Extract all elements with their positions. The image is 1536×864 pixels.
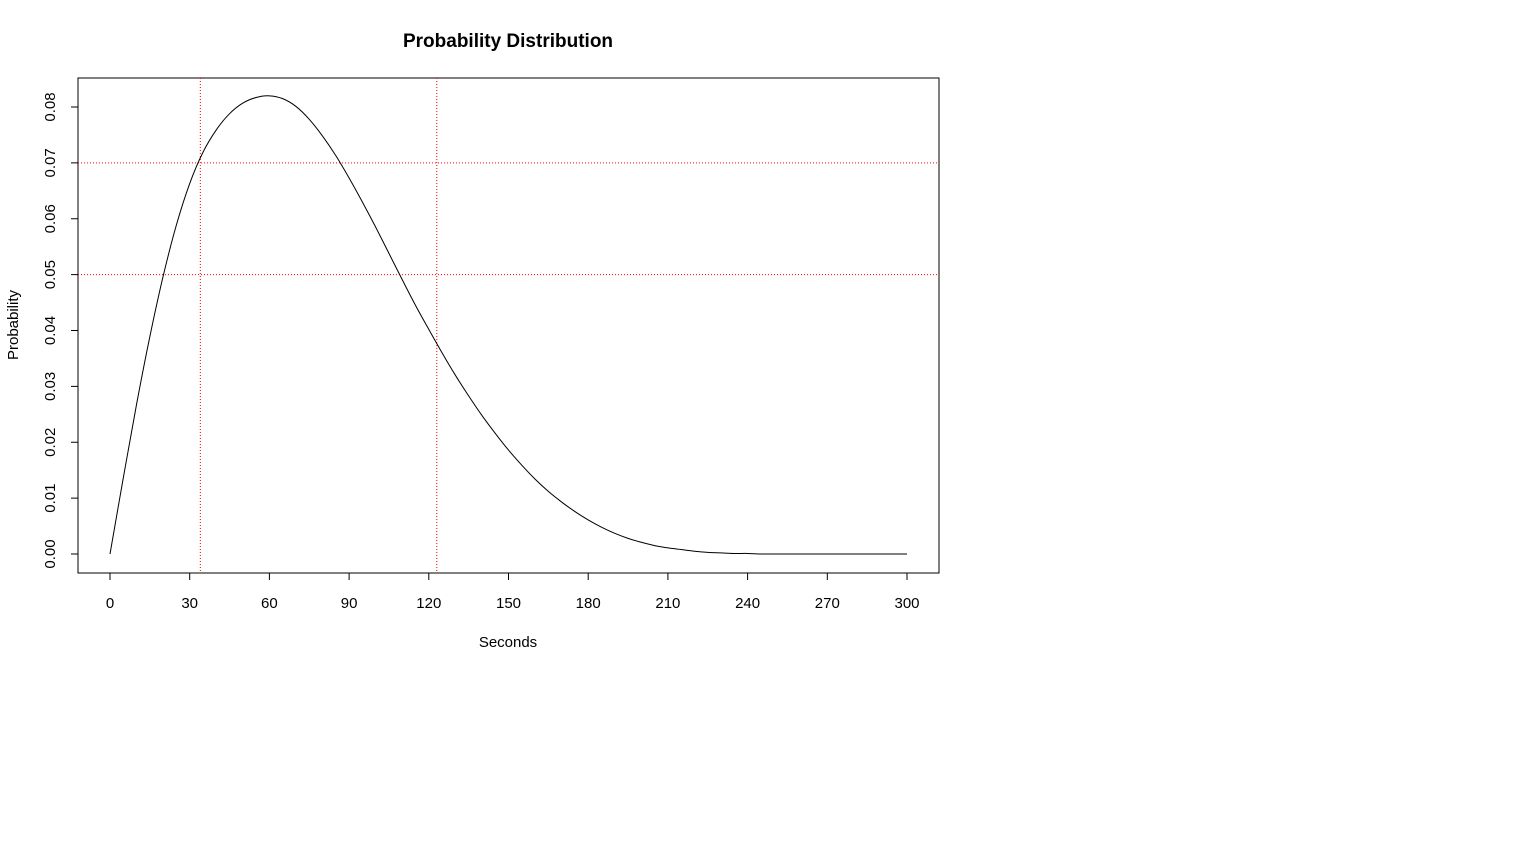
y-tick-label: 0.02 (42, 428, 59, 457)
y-tick-label: 0.08 (42, 92, 59, 121)
x-tick-label: 240 (735, 595, 760, 612)
reference-lines (78, 78, 939, 573)
series-line (109, 95, 907, 555)
x-axis-label: Seconds (479, 634, 537, 651)
y-tick-label: 0.01 (42, 484, 59, 513)
x-axis: 0 30 60 90 120 150 180 210 240 270 300 (106, 572, 920, 612)
y-tick-label: 0.05 (42, 260, 59, 289)
y-tick-label: 0.06 (42, 204, 59, 233)
y-axis-label: Probability (5, 289, 22, 360)
y-axis: 0.00 0.01 0.02 0.03 0.04 0.05 0.06 0.07 0.08 (42, 92, 79, 569)
x-tick-label: 150 (496, 595, 521, 612)
y-tick-label: 0.04 (42, 316, 59, 345)
x-tick-label: 300 (894, 595, 919, 612)
x-tick-label: 210 (655, 595, 680, 612)
x-tick-label: 120 (416, 595, 441, 612)
x-tick-label: 60 (261, 595, 278, 612)
x-tick-label: 0 (106, 595, 114, 612)
y-tick-label: 0.00 (42, 539, 59, 568)
x-tick-label: 90 (341, 595, 358, 612)
series-group (109, 95, 907, 555)
y-tick-label: 0.03 (42, 372, 59, 401)
x-tick-label: 270 (815, 595, 840, 612)
y-tick-label: 0.07 (42, 148, 59, 177)
x-tick-label: 30 (181, 595, 198, 612)
chart-title: Probability Distribution (403, 31, 613, 52)
x-tick-label: 180 (576, 595, 601, 612)
